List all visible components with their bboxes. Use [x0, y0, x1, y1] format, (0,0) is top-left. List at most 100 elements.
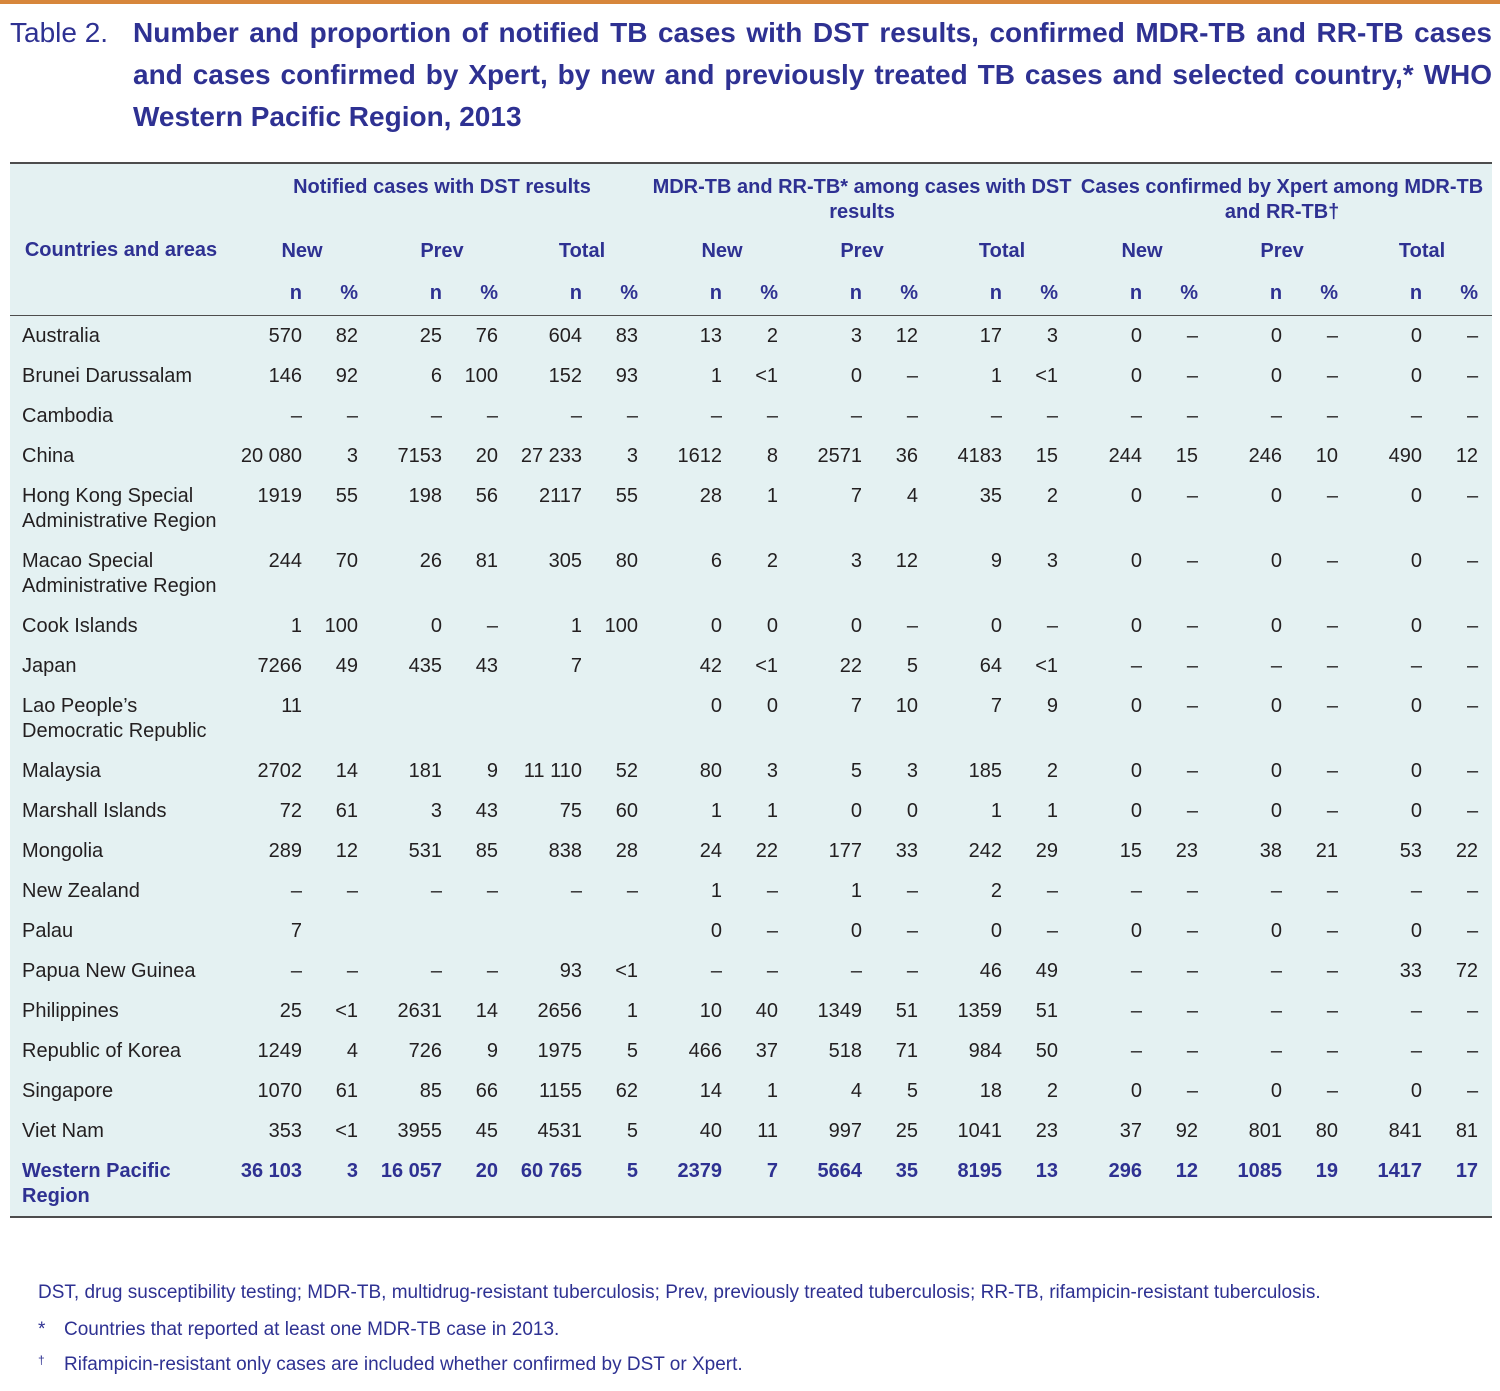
cell: –: [430, 879, 442, 902]
cell: 2379: [677, 1159, 723, 1182]
group-header: Notified cases with DST results: [293, 176, 591, 198]
cell: –: [1466, 324, 1479, 347]
column-label: n: [1072, 265, 1143, 316]
table-row: Mongolia 289 12 531 85 838 28 24 22 177 33 242 29 15 2…: [10, 831, 1492, 871]
cell: 0: [1130, 919, 1143, 942]
cell: 49: [335, 654, 358, 677]
cell: 43: [475, 654, 498, 677]
cell: –: [1130, 959, 1143, 982]
column-label: %: [1142, 265, 1213, 316]
cell: 13: [699, 324, 723, 347]
column-label: n: [232, 265, 302, 316]
cell: 5664: [817, 1159, 863, 1182]
cell: 244: [268, 549, 302, 572]
cell: 7266: [257, 654, 303, 677]
cell: 23: [1175, 839, 1199, 862]
group-header: Cases confirmed by Xpert among MDR-TB an…: [1080, 176, 1484, 223]
table-row: Brunei Darussalam 146 92 6 100 152 93 1 <1 0 – 1 <1 0…: [10, 356, 1492, 396]
cell: 2: [1046, 1079, 1059, 1102]
cell: –: [990, 404, 1003, 427]
cell: –: [486, 614, 498, 637]
cell: 181: [408, 759, 442, 782]
top-rule: [0, 0, 1500, 4]
cell: 45: [475, 1119, 498, 1142]
cell: –: [1326, 1039, 1339, 1062]
table-row: Papua New Guinea – – – – 93 <1 – – – – 46 49 – – – – 33 72: [10, 951, 1492, 991]
cell: –: [1130, 654, 1143, 677]
cell: 1070: [257, 1079, 303, 1102]
cell: <1: [335, 999, 358, 1022]
cell: 0: [1270, 614, 1283, 637]
cell: 0: [766, 614, 779, 637]
cell: –: [766, 959, 779, 982]
cell: 0: [990, 614, 1003, 637]
row-name: Cambodia: [22, 404, 114, 427]
cell: 55: [615, 484, 639, 507]
cell: 6: [710, 549, 723, 572]
cell: 1: [710, 799, 723, 822]
cell: 12: [1175, 1159, 1199, 1182]
cell: –: [290, 959, 302, 982]
cell: –: [346, 404, 358, 427]
cell: 0: [1270, 324, 1283, 347]
cell: –: [1326, 694, 1339, 717]
cell: 17: [1455, 1159, 1479, 1182]
cell: –: [1270, 879, 1283, 902]
cell: 7: [766, 1159, 779, 1182]
cell: –: [906, 959, 919, 982]
cell: –: [1130, 879, 1143, 902]
cell: 62: [615, 1079, 639, 1102]
cell: 14: [699, 1079, 723, 1102]
cell: 33: [1399, 959, 1423, 982]
cell: 100: [464, 364, 498, 387]
cell: –: [430, 959, 442, 982]
cell: 177: [828, 839, 863, 862]
row-name: Malaysia: [22, 759, 101, 782]
cell: –: [430, 404, 442, 427]
table-row: Marshall Islands 72 61 3 43 75 60 1 1 0 0 1 1 0 – 0 – 0 –: [10, 791, 1492, 831]
cell: 0: [1130, 614, 1143, 637]
cell: 1: [990, 799, 1003, 822]
cell: 81: [475, 549, 498, 572]
table-row: Macao Special Administrative Region 244 70…: [10, 541, 1492, 606]
cell: 50: [1035, 1039, 1059, 1062]
cell: –: [1326, 484, 1339, 507]
cell: –: [906, 614, 919, 637]
cell: –: [1130, 999, 1143, 1022]
cell: 4183: [957, 444, 1003, 467]
table-row: Western Pacific Region 36 103 3 16 057 20 60 …: [10, 1151, 1492, 1217]
cell: 244: [1108, 444, 1143, 467]
cell: 5: [626, 1039, 639, 1062]
subgroup-header: Prev: [420, 239, 464, 262]
cell: 0: [1130, 694, 1143, 717]
cell: –: [1326, 879, 1339, 902]
cell: –: [1186, 404, 1199, 427]
cell: 185: [968, 759, 1003, 782]
cell: 8: [766, 444, 779, 467]
cell: 289: [268, 839, 302, 862]
cell: 7: [570, 654, 582, 677]
cell: 0: [850, 614, 863, 637]
column-label: %: [1002, 265, 1073, 316]
table-row: Lao People’s Democratic Republic 11 0 0 7 10 7…: [10, 686, 1492, 751]
cell: –: [486, 404, 498, 427]
cell: 80: [615, 549, 639, 572]
subgroup-header: Total: [558, 239, 606, 262]
cell: 5: [850, 759, 863, 782]
cell: 1417: [1377, 1159, 1423, 1182]
table-row: Australia 570 82 25 76 604 83 13 2 3 12 17 3 0 – 0 – 0 –: [10, 316, 1492, 357]
cell: –: [1410, 404, 1423, 427]
cell: 20: [475, 1159, 498, 1182]
cell: 6: [430, 364, 442, 387]
cell: –: [1326, 999, 1339, 1022]
cell: 12: [335, 839, 358, 862]
cell: 1349: [817, 999, 863, 1022]
cell: 60 765: [520, 1159, 582, 1182]
cell: 518: [828, 1039, 863, 1062]
cell: 8195: [957, 1159, 1003, 1182]
cell: 490: [1388, 444, 1423, 467]
cell: –: [1186, 919, 1199, 942]
cell: 37: [755, 1039, 779, 1062]
cell: 28: [699, 484, 723, 507]
cell: –: [1326, 364, 1339, 387]
